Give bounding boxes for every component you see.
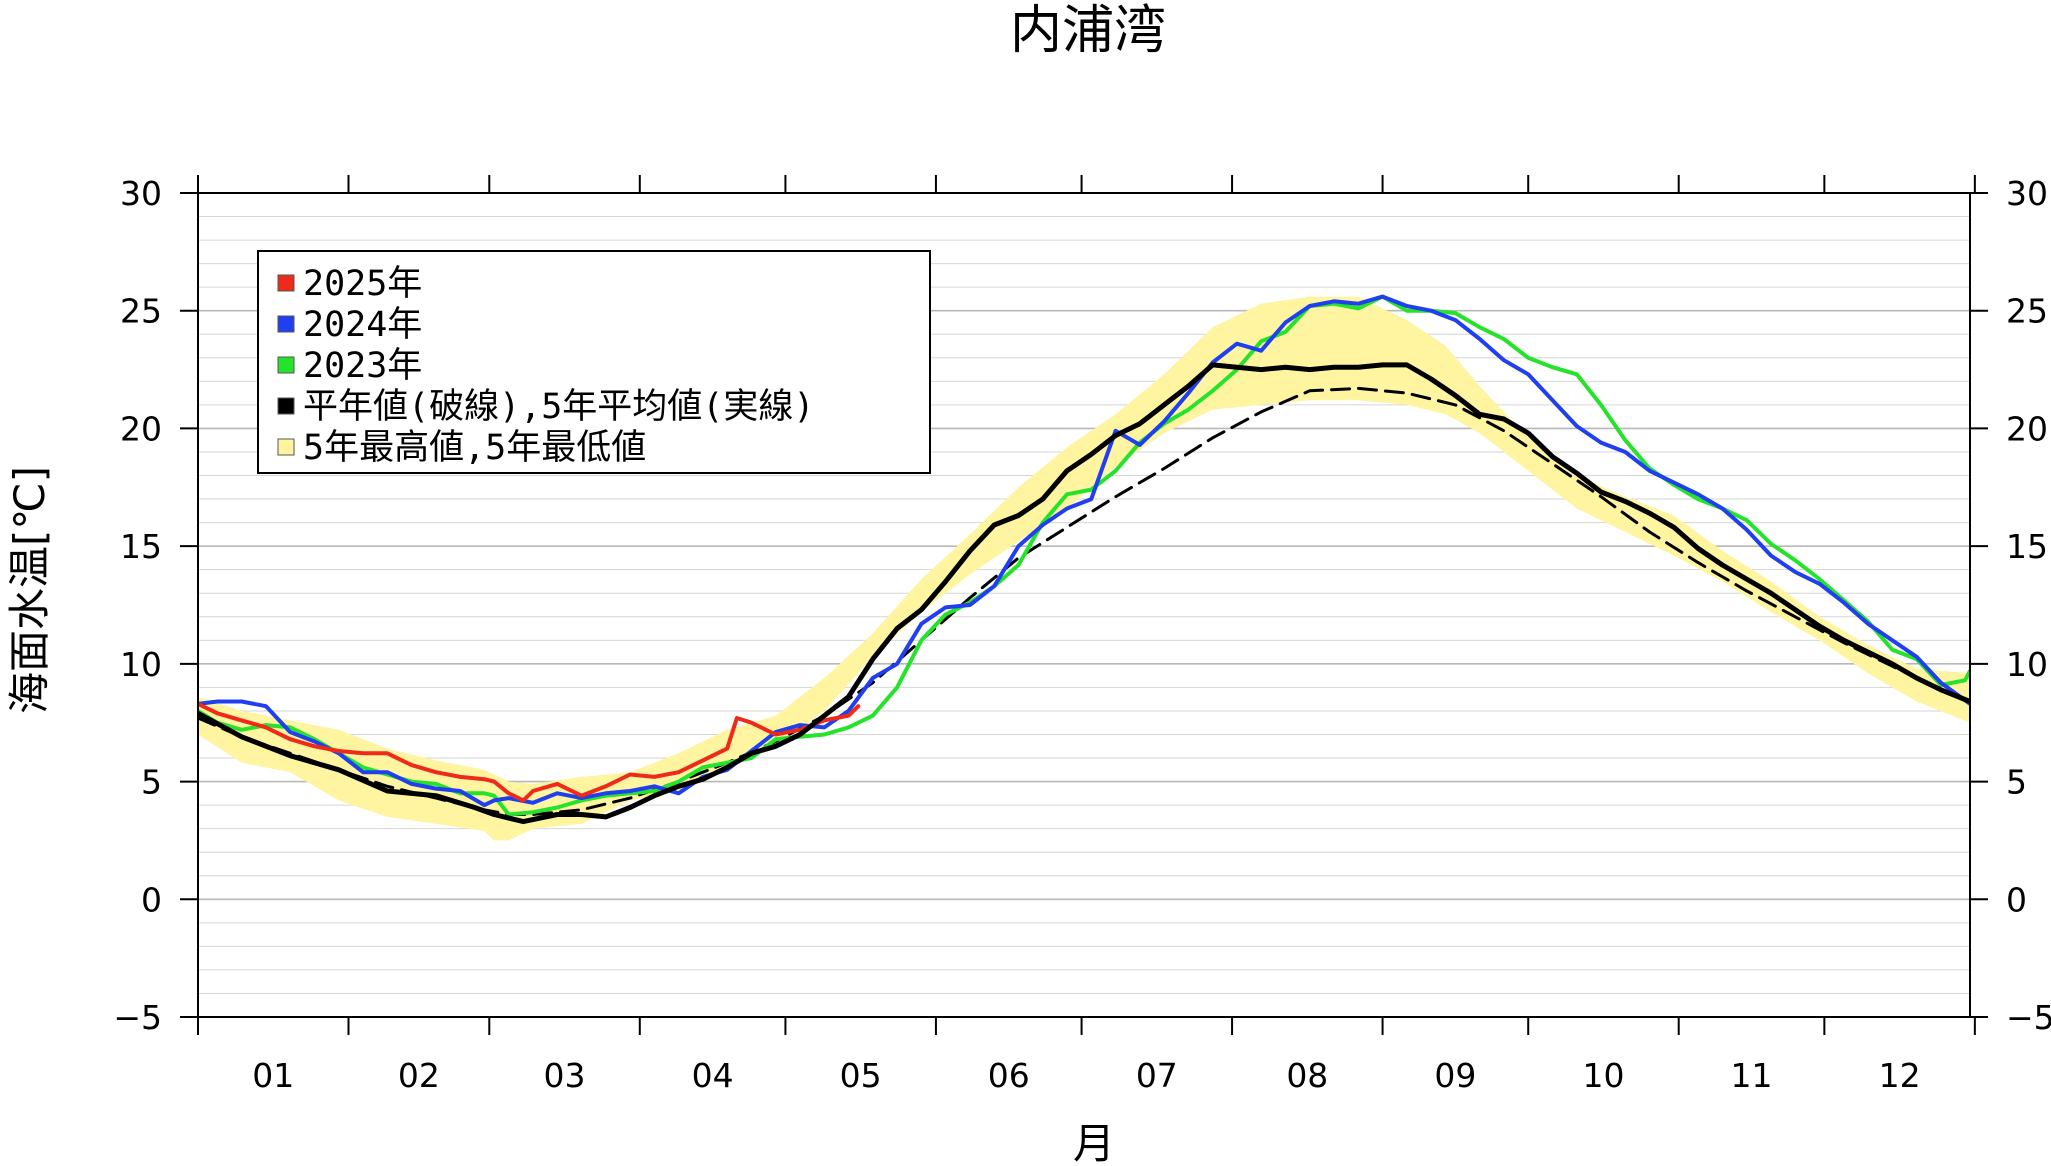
x-tick-label: 04 [692,1056,734,1095]
legend-swatch [277,397,295,415]
y-axis-label: 海面水温[℃] [5,466,54,714]
legend-label: 2025年 [303,264,422,304]
y-tick-label-right: 25 [2006,292,2048,331]
y-tick-label-left: 5 [141,763,162,802]
y-tick-label-left: 15 [120,527,162,566]
legend: 2025年2024年2023年平年値(破線),5年平均値(実線)5年最高値,5年… [257,250,931,474]
x-tick-label: 12 [1879,1056,1921,1095]
x-tick-label: 11 [1731,1056,1773,1095]
legend-box [257,250,931,474]
x-tick-label: 09 [1434,1056,1476,1095]
legend-label: 平年値(破線),5年平均値(実線) [303,387,814,427]
x-tick-label: 02 [398,1056,440,1095]
y-tick-label-right: 5 [2006,763,2027,802]
x-tick-label: 01 [252,1056,294,1095]
x-axis-label: 月 [1073,1119,1115,1166]
x-tick-label: 10 [1582,1056,1624,1095]
y-tick-label-left: 30 [120,174,162,213]
y-tick-label-left: 0 [141,880,162,919]
plot-frame [197,192,1971,1018]
y-tick-label-right: −5 [2006,998,2051,1037]
y-tick-label-right: 10 [2006,645,2048,684]
y-tick-label-left: 25 [120,292,162,331]
y-tick-label-left: −5 [113,998,162,1037]
legend-swatch [277,274,295,292]
series-line [198,362,1970,825]
y-tick-label-left: 10 [120,645,162,684]
legend-swatch [277,438,295,456]
series-line [198,701,861,803]
x-tick-label: 08 [1286,1056,1328,1095]
legend-label: 5年最高値,5年最低値 [303,428,646,468]
legend-label: 2023年 [303,346,422,386]
x-tick-label: 06 [988,1056,1030,1095]
series-line [198,294,1970,817]
y-tick-label-right: 30 [2006,174,2048,213]
legend-swatch [277,356,295,374]
x-tick-label: 07 [1136,1056,1178,1095]
y-tick-label-right: 15 [2006,527,2048,566]
series-line [198,294,1970,808]
chart-title: 内浦湾 [1010,1,1166,61]
y-tick-label-right: 20 [2006,409,2048,448]
y-tick-label-right: 0 [2006,880,2027,919]
y-tick-label-left: 20 [120,409,162,448]
legend-swatch [277,315,295,333]
x-tick-label: 05 [840,1056,882,1095]
legend-label: 2024年 [303,305,422,345]
series-lines [198,294,1970,825]
x-tick-label: 03 [544,1056,586,1095]
